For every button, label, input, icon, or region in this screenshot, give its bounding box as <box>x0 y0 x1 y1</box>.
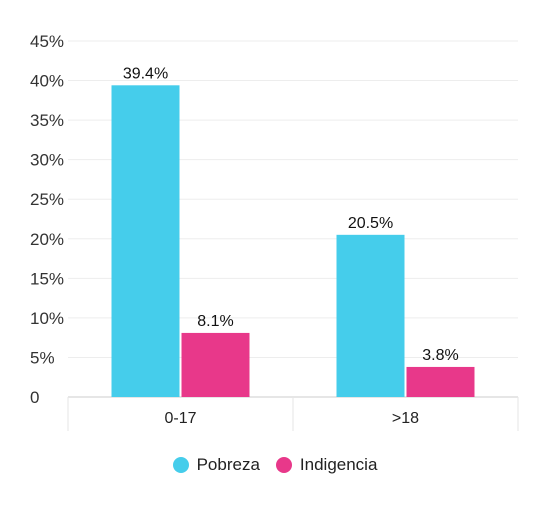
y-tick-label: 30% <box>30 151 64 170</box>
x-tick-label: >18 <box>392 410 419 427</box>
y-tick-label: 45% <box>30 32 64 51</box>
legend-label-pobreza: Pobreza <box>196 455 260 474</box>
legend-swatch-indigencia <box>275 457 292 473</box>
y-tick-label: 40% <box>30 72 64 91</box>
data-label: 20.5% <box>348 215 393 232</box>
y-tick-label: 5% <box>30 348 55 367</box>
data-label: 3.8% <box>422 347 458 364</box>
y-tick-label: 10% <box>30 309 64 328</box>
legend-item-indigencia[interactable]: Indigencia <box>275 455 378 475</box>
y-tick-label: 25% <box>30 190 64 209</box>
y-tick-label: 0 <box>30 388 39 407</box>
bar <box>111 85 180 398</box>
y-tick-label: 15% <box>30 269 64 288</box>
y-tick-label: 35% <box>30 111 64 130</box>
legend-item-pobreza[interactable]: Pobreza <box>172 455 260 475</box>
data-label: 39.4% <box>123 65 168 82</box>
bar <box>336 234 405 397</box>
bar-chart: 0 5% 10% 15% 20% 25% 30% 35% 40% 45% 39.4% 8.1% 0-17… <box>30 32 519 431</box>
bar <box>181 332 250 397</box>
data-label: 8.1% <box>197 313 233 330</box>
bar <box>406 366 475 397</box>
legend-label-indigencia: Indigencia <box>299 455 378 474</box>
legend: Pobreza Indigencia <box>0 455 550 475</box>
x-tick-label: 0-17 <box>164 410 196 427</box>
legend-swatch-pobreza <box>172 457 189 473</box>
y-tick-label: 20% <box>30 230 64 249</box>
